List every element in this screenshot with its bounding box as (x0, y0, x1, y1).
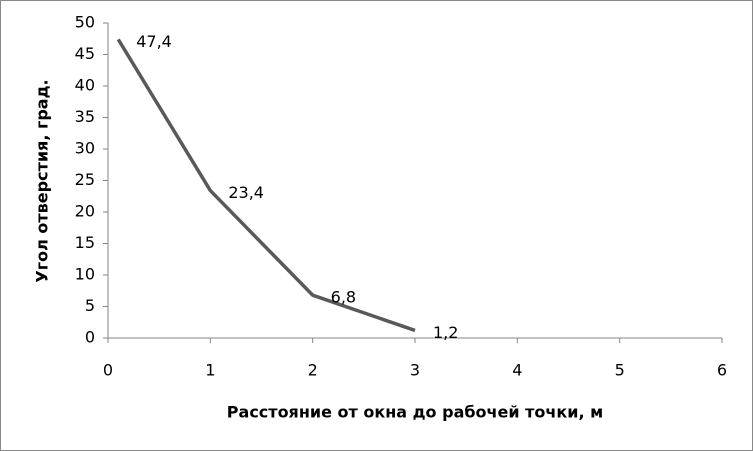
x-tick-label: 3 (410, 361, 420, 380)
data-label: 47,4 (136, 32, 172, 51)
x-tick-label: 6 (717, 361, 727, 380)
x-tick-label: 4 (512, 361, 522, 380)
y-tick-label: 50 (75, 13, 95, 32)
y-tick-label: 25 (75, 170, 95, 189)
x-tick-label: 5 (615, 361, 625, 380)
x-axis-title: Расстояние от окна до рабочей точки, м (227, 403, 603, 422)
y-tick-label: 0 (85, 328, 95, 347)
x-tick-label: 2 (308, 361, 318, 380)
data-label: 23,4 (228, 183, 264, 202)
x-tick-label: 1 (205, 361, 215, 380)
y-tick-label: 45 (75, 44, 95, 63)
y-tick-label: 10 (75, 265, 95, 284)
y-axis-title: Угол отверстия, град. (33, 79, 52, 282)
y-tick-label: 35 (75, 107, 95, 126)
data-label: 6,8 (331, 288, 356, 307)
x-tick-label: 0 (103, 361, 113, 380)
y-tick-label: 5 (85, 296, 95, 315)
y-tick-label: 40 (75, 76, 95, 95)
y-tick-label: 30 (75, 139, 95, 158)
data-line (116, 38, 416, 333)
y-tick-label: 20 (75, 202, 95, 221)
data-label: 1,2 (433, 323, 458, 342)
y-tick-label: 15 (75, 233, 95, 252)
